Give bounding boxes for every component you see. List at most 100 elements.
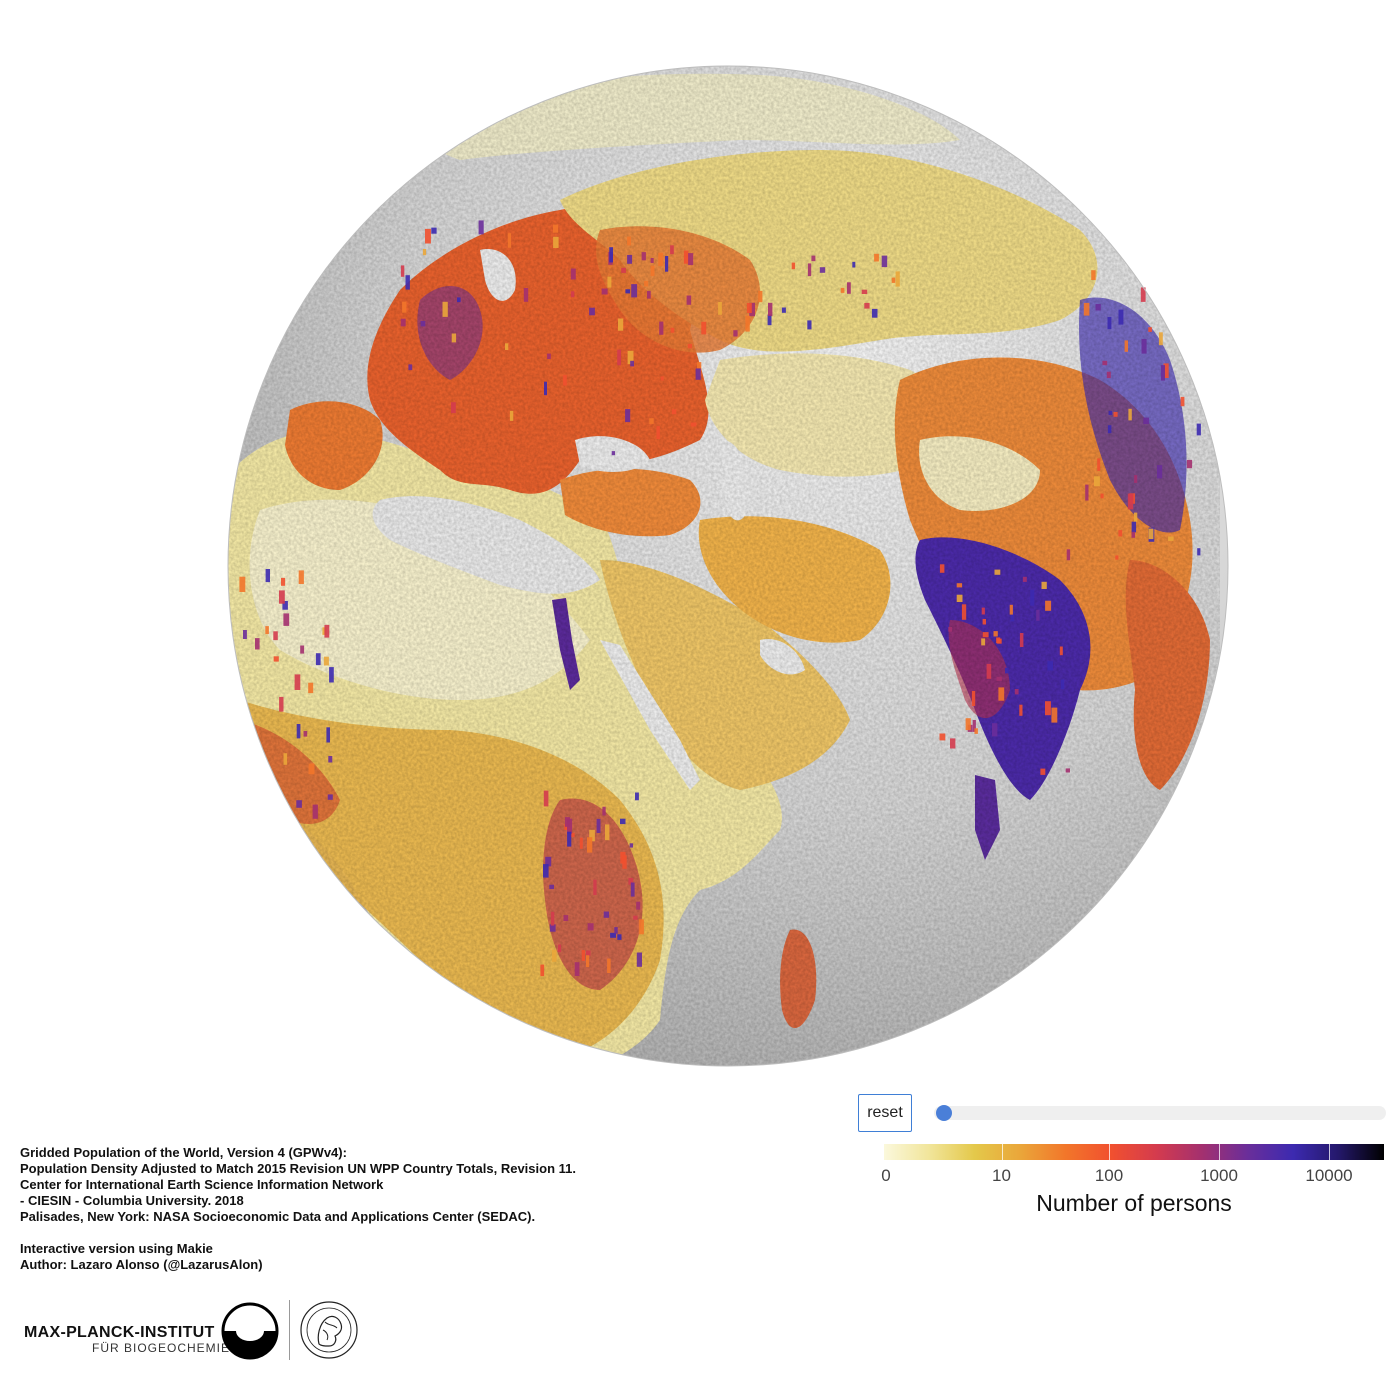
- population-bar: [431, 227, 437, 234]
- population-bar: [621, 267, 626, 273]
- globe-map[interactable]: [0, 0, 1400, 1090]
- population-bar: [1131, 531, 1136, 538]
- population-bar: [891, 277, 896, 283]
- colorbar-tick-label: 100: [1094, 1166, 1124, 1185]
- population-bar: [609, 247, 613, 263]
- population-bar: [861, 289, 868, 294]
- population-bar: [819, 267, 826, 273]
- credit-line: Interactive version using Makie: [20, 1241, 213, 1256]
- population-bar: [308, 763, 315, 775]
- population-bar: [630, 360, 634, 367]
- population-bar: [1141, 339, 1147, 354]
- population-bar: [986, 663, 992, 679]
- population-bar: [509, 410, 514, 421]
- population-bar: [1143, 417, 1150, 424]
- population-bar: [296, 724, 301, 739]
- population-bar: [1030, 589, 1035, 606]
- population-bar: [567, 818, 573, 834]
- population-bar: [638, 919, 644, 935]
- population-bar: [570, 268, 576, 280]
- population-bar: [671, 409, 677, 415]
- colorbar-tick-label: 10: [992, 1166, 1011, 1185]
- population-bar: [1118, 530, 1123, 537]
- population-bar: [981, 607, 985, 615]
- population-bar: [586, 955, 590, 968]
- rotation-slider[interactable]: [934, 1102, 1386, 1124]
- population-bar: [950, 738, 956, 749]
- population-bar: [579, 837, 583, 849]
- slider-handle[interactable]: [936, 1105, 952, 1121]
- population-bar: [1019, 704, 1023, 716]
- population-bar: [327, 794, 333, 800]
- population-bar: [315, 653, 321, 666]
- credit-line: Palisades, New York: NASA Socioeconomic …: [20, 1209, 536, 1224]
- population-bar: [570, 291, 575, 298]
- population-bar: [402, 301, 407, 313]
- population-bar: [658, 252, 664, 266]
- population-bar: [746, 303, 752, 313]
- population-bar: [552, 949, 557, 962]
- population-bar: [273, 631, 278, 641]
- population-bar: [563, 375, 567, 386]
- population-bar: [422, 249, 427, 256]
- population-bar: [1100, 493, 1104, 499]
- population-bar: [279, 696, 284, 712]
- population-bar: [596, 818, 601, 833]
- population-bar: [965, 718, 971, 731]
- population-bar: [329, 667, 334, 683]
- population-bar: [992, 723, 998, 737]
- population-bar: [994, 569, 1001, 575]
- population-bar: [545, 856, 552, 867]
- reset-button[interactable]: reset: [858, 1094, 912, 1132]
- population-bar: [478, 220, 484, 235]
- population-bar: [1107, 425, 1112, 434]
- population-bar: [767, 314, 772, 326]
- population-bar: [948, 627, 953, 632]
- population-bar: [636, 901, 641, 910]
- population-bar: [633, 915, 638, 920]
- population-bar: [296, 800, 302, 808]
- population-bar: [627, 254, 633, 264]
- population-bar: [328, 756, 333, 763]
- population-bar: [1134, 512, 1138, 522]
- population-bar: [1102, 360, 1108, 366]
- population-bar: [283, 753, 288, 765]
- population-bar: [688, 253, 694, 266]
- population-bar: [1127, 493, 1134, 510]
- slider-track[interactable]: [934, 1106, 1386, 1120]
- population-bar: [1083, 302, 1090, 316]
- population-bar: [400, 318, 406, 327]
- population-bar: [1094, 476, 1100, 487]
- population-bar: [1009, 604, 1013, 615]
- population-bars: [239, 220, 1201, 977]
- population-bar: [601, 288, 608, 295]
- population-bar: [1045, 600, 1052, 611]
- population-bar: [543, 790, 549, 807]
- population-bar: [1065, 768, 1070, 773]
- population-bar: [1041, 581, 1047, 589]
- population-bar: [400, 265, 405, 277]
- population-bar: [324, 624, 330, 638]
- population-bar: [791, 262, 796, 270]
- population-bar: [603, 911, 610, 918]
- population-bar: [974, 728, 978, 734]
- population-bar: [589, 307, 595, 316]
- population-bar: [265, 626, 269, 635]
- population-bar: [998, 687, 1005, 701]
- population-bar: [323, 656, 329, 666]
- population-bar: [614, 927, 618, 934]
- population-bar: [1047, 661, 1053, 671]
- population-bar: [408, 364, 413, 371]
- population-bar: [564, 824, 568, 830]
- population-bar: [1148, 327, 1152, 332]
- population-bar: [283, 613, 290, 626]
- population-bar: [1118, 309, 1124, 325]
- population-bar: [1124, 340, 1128, 352]
- population-bar: [864, 302, 870, 309]
- population-bar: [1022, 576, 1027, 582]
- population-bar: [1010, 613, 1015, 622]
- population-bar: [807, 320, 812, 330]
- population-bar: [1168, 536, 1174, 541]
- population-bar: [303, 731, 308, 737]
- population-bar: [956, 594, 963, 602]
